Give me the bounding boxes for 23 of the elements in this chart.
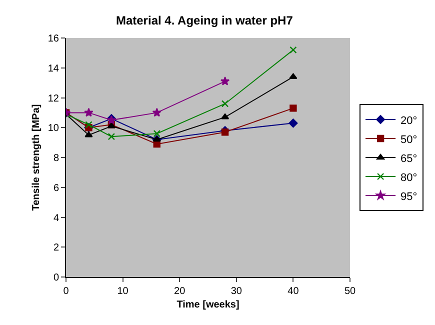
x-tick-label: 30 (230, 286, 242, 297)
legend-label: 50° (400, 134, 418, 146)
y-tick-label: 2 (53, 242, 60, 254)
y-axis-title: Tensile strength [MPa] (30, 104, 42, 211)
x-tick-label: 10 (117, 286, 129, 297)
y-tick-label: 6 (53, 182, 60, 194)
legend-label: 95° (400, 190, 418, 203)
y-tick-label: 10 (48, 123, 60, 134)
y-tick-label: 14 (48, 63, 60, 74)
y-tick-label: 0 (53, 272, 60, 284)
y-tick-label: 12 (48, 93, 60, 104)
y-tick-label: 16 (48, 34, 60, 44)
y-tick-label: 8 (53, 153, 60, 164)
chart-title: Material 4. Ageing in water pH7 (116, 14, 294, 28)
x-tick-label: 20 (174, 286, 186, 297)
legend-label: 80° (400, 172, 418, 184)
legend-label: 20° (400, 114, 418, 127)
x-tick-label: 0 (63, 286, 70, 297)
x-axis-title: Time [weeks] (176, 300, 240, 310)
x-tick-label: 40 (288, 286, 300, 297)
y-tick-label: 4 (53, 212, 60, 224)
legend-label: 65° (400, 152, 418, 165)
x-tick-label: 50 (344, 286, 356, 297)
